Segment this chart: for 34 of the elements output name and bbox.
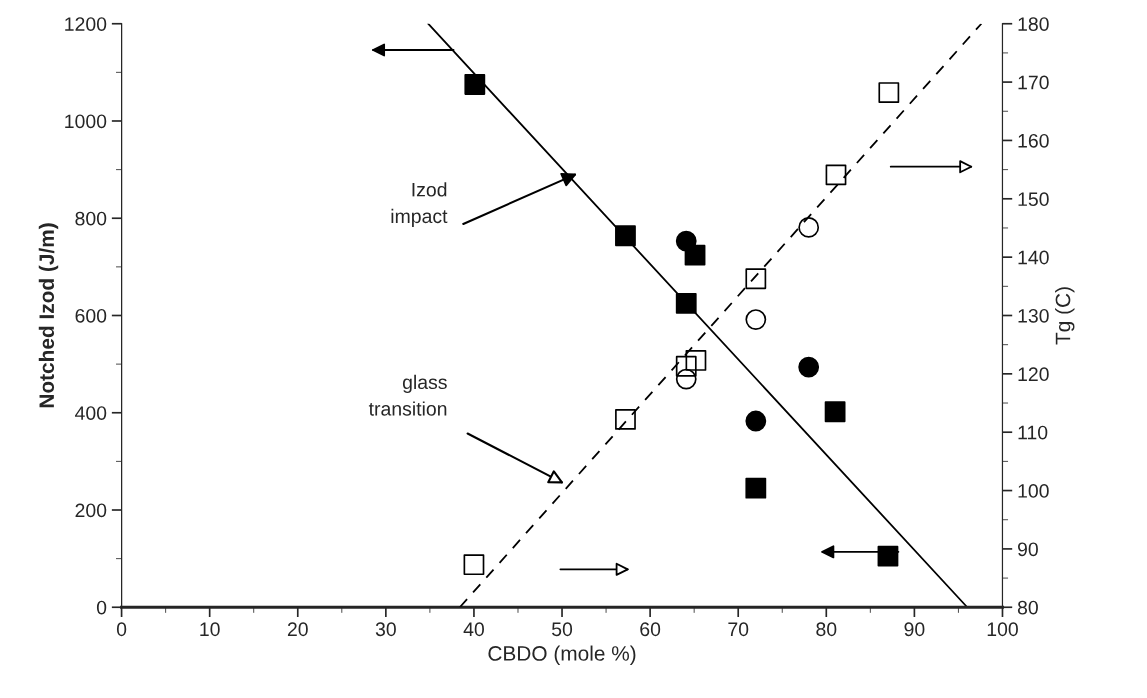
- y2-tick-label: 90: [1017, 542, 1038, 557]
- x-tick-label: 60: [640, 622, 661, 637]
- y2-tick-label: 160: [1018, 133, 1049, 148]
- x-tick-label: 20: [287, 622, 308, 637]
- y2-tick-label: 110: [1018, 425, 1048, 440]
- y-tick-label: 400: [75, 406, 107, 420]
- y-tick-label: 1200: [65, 17, 107, 31]
- y-axis-title: Notched Izod (J/m): [38, 223, 59, 408]
- annotation: Izod impact: [391, 182, 448, 227]
- x-tick-label: 90: [904, 622, 925, 637]
- y2-tick-label: 150: [1018, 192, 1049, 207]
- y2-tick-label: 100: [1018, 484, 1049, 498]
- y2-tick-label: 120: [1018, 367, 1049, 382]
- y2-axis-title: Tg (C): [1055, 287, 1075, 345]
- y2-tick-label: 140: [1018, 250, 1049, 265]
- y2-tick-label: 130: [1018, 308, 1049, 323]
- y-tick-label: 1000: [65, 114, 107, 129]
- x-tick-label: 50: [551, 622, 573, 637]
- x-tick-label: 10: [200, 622, 220, 637]
- y2-tick-label: 180: [1018, 17, 1049, 31]
- y2-tick-label: 170: [1018, 75, 1049, 90]
- y-tick-label: 200: [75, 503, 107, 518]
- x-tick-label: 30: [375, 622, 396, 637]
- y-tick-label: 800: [75, 211, 107, 226]
- x-tick-label: 80: [816, 622, 837, 637]
- x-tick-label: 0: [116, 622, 127, 637]
- annotation: glass transition: [368, 374, 447, 416]
- x-tick-label: 100: [987, 622, 1018, 637]
- y2-tick-label: 80: [1017, 600, 1038, 615]
- x-tick-label: 70: [728, 622, 749, 637]
- x-axis-title: CBDO (mole %): [488, 645, 636, 665]
- x-tick-label: 40: [463, 622, 484, 637]
- y-tick-label: 0: [96, 600, 107, 615]
- y-tick-label: 600: [75, 308, 107, 323]
